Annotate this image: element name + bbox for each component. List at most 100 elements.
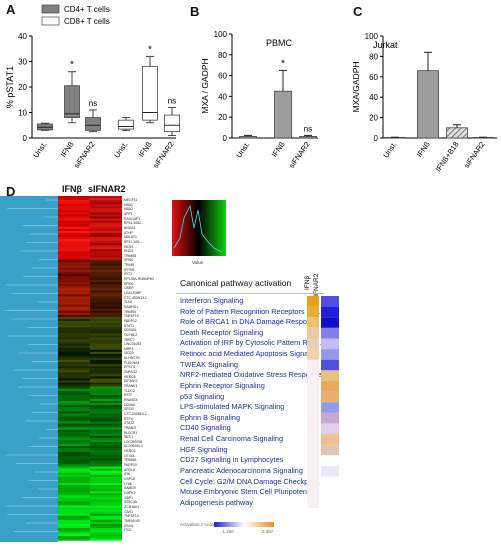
heatmap-cell xyxy=(58,474,90,478)
heatmap-cell xyxy=(58,302,90,305)
heatmap-cell xyxy=(58,435,90,439)
pathway-name: CD27 Signaling in Lymphocytes xyxy=(180,455,284,465)
heatmap-cell xyxy=(58,407,90,410)
heatmap-cell xyxy=(58,275,90,279)
heatmap-cell xyxy=(58,331,90,334)
pathway-cell-ifnb xyxy=(307,296,319,307)
box-annotation: * xyxy=(148,44,152,55)
panel-letter-d: D xyxy=(6,184,16,199)
heatmap-cell xyxy=(58,278,90,281)
heatmap-cell xyxy=(58,329,90,332)
heatmap-cell xyxy=(90,310,122,314)
heatmap-cell xyxy=(58,245,90,248)
heatmap-cell xyxy=(90,202,122,205)
heatmap-cell xyxy=(58,333,90,336)
heatmap-cell xyxy=(58,210,90,213)
heatmap-cell xyxy=(90,511,122,515)
heatmap-cell xyxy=(58,345,90,348)
pathway-cell-ifnb xyxy=(307,455,319,466)
pathway-name: Activation of IRF by Cytosolic Pattern R… xyxy=(180,338,322,348)
gene-label: LGALS3BP xyxy=(124,291,142,295)
heatmap-cell xyxy=(90,519,122,523)
heatmap-cell xyxy=(90,249,122,252)
gene-label: IFI44L xyxy=(124,523,134,528)
y-tick-label-a: 20 xyxy=(18,83,27,92)
heatmap-cell xyxy=(58,524,90,527)
y-tick-label-a: 0 xyxy=(23,134,28,143)
gene-label: TRANK1 xyxy=(124,384,138,388)
x-tick-label-b: Unst. xyxy=(234,140,251,160)
heatmap-cell xyxy=(90,515,122,519)
heatmap-cell xyxy=(58,327,90,330)
heatmap-cell xyxy=(90,530,122,533)
heatmap-cell xyxy=(90,378,122,381)
gene-label: OTXDL xyxy=(124,453,136,458)
heatmap-cell xyxy=(58,536,90,539)
heatmap-cell xyxy=(58,452,90,455)
pathway-cell-sifnar2 xyxy=(321,317,339,328)
heatmap-cell xyxy=(90,337,122,340)
heatmap-cell xyxy=(90,431,122,435)
heatmap-cell xyxy=(90,528,122,531)
heatmap-cell xyxy=(90,468,122,471)
pathway-cell-ifnb xyxy=(307,497,319,508)
y-axis-label-a: % pSTAT1 xyxy=(5,66,15,108)
pathway-name: Ephrin Receptor Signaling xyxy=(180,380,265,390)
heatmap-cell xyxy=(58,306,90,310)
gene-label: CTC-2005E4.2 xyxy=(124,411,147,416)
pathway-cell-ifnb xyxy=(307,338,319,350)
heatmap-cell xyxy=(90,351,122,355)
gene-label: OAS1 xyxy=(124,509,134,514)
heatmap-cell xyxy=(90,257,122,260)
heatmap-cell xyxy=(90,296,122,299)
heatmap-cell xyxy=(90,480,122,484)
heatmap-cell xyxy=(58,401,90,404)
heatmap-cell xyxy=(58,234,90,238)
gene-label: AC005150.1 xyxy=(124,444,143,449)
heatmap-cell xyxy=(90,421,122,424)
heatmap-cell xyxy=(90,234,122,238)
bar-b xyxy=(274,90,292,139)
gene-label: SPI00 xyxy=(124,281,134,286)
heatmap-cell xyxy=(58,442,90,445)
pathway-cell-sifnar2 xyxy=(321,412,339,424)
heatmap-cell xyxy=(90,396,122,400)
bar-c xyxy=(417,70,439,139)
pathway-cell-sifnar2 xyxy=(321,338,339,350)
heatmap-cell xyxy=(90,407,122,410)
gene-label: TRIM5A xyxy=(124,458,137,463)
pathway-cell-sifnar2 xyxy=(321,370,339,381)
heatmap-cell xyxy=(90,271,122,275)
heatmap-cell xyxy=(58,476,90,480)
heatmap-cell xyxy=(90,362,122,365)
heatmap-cell xyxy=(58,339,90,342)
heatmap-cell xyxy=(58,446,90,449)
heatmap-cell xyxy=(58,224,90,228)
heatmap-cell xyxy=(58,491,90,494)
x-tick-label-a: Unst. xyxy=(31,140,48,160)
heatmap-cell xyxy=(90,437,122,441)
gene-label: SAMHD1 xyxy=(124,304,139,309)
heatmap-cell xyxy=(90,278,122,281)
heatmap-cell xyxy=(90,327,122,330)
heatmap-cell xyxy=(90,259,122,262)
gene-label: TNFSF10 xyxy=(124,514,139,519)
heatmap-cell xyxy=(58,198,90,201)
heatmap-cell xyxy=(58,444,90,447)
heatmap-cell xyxy=(58,515,90,519)
x-tick-label-a: siFNAR2 xyxy=(151,140,176,170)
heatmap-cell xyxy=(58,485,90,488)
heatmap-cell xyxy=(58,421,90,424)
heatmap-cell xyxy=(90,343,122,346)
gene-label: NEC1 xyxy=(124,435,134,440)
pathway-cell-sifnar2 xyxy=(321,391,339,403)
heatmap-cell xyxy=(58,290,90,293)
heatmap-cell xyxy=(90,261,122,264)
pathway-name: Retinoic acid Mediated Apoptosis Signali… xyxy=(180,349,320,359)
heatmap-cell xyxy=(58,206,90,209)
y-tick-label-c: 20 xyxy=(369,114,378,123)
heatmap-cell xyxy=(58,480,90,484)
heatmap-cell xyxy=(58,288,90,291)
heatmap-cell xyxy=(58,347,90,351)
heatmap-cell xyxy=(58,470,90,474)
